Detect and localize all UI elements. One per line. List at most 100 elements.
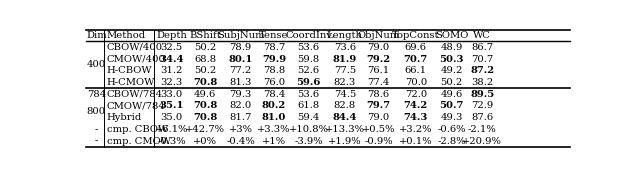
Text: 80.1: 80.1 bbox=[228, 55, 253, 64]
Text: 53.6: 53.6 bbox=[298, 43, 320, 52]
Text: 87.6: 87.6 bbox=[471, 113, 493, 122]
Text: 77.2: 77.2 bbox=[230, 66, 252, 75]
Text: 70.0: 70.0 bbox=[404, 78, 427, 87]
Text: +6.1%: +6.1% bbox=[155, 125, 189, 134]
Text: 86.7: 86.7 bbox=[471, 43, 493, 52]
Text: 50.2: 50.2 bbox=[194, 43, 216, 52]
Text: 38.2: 38.2 bbox=[471, 78, 493, 87]
Text: 33.0: 33.0 bbox=[161, 90, 183, 99]
Text: 78.8: 78.8 bbox=[263, 66, 285, 75]
Text: 76.0: 76.0 bbox=[263, 78, 285, 87]
Text: 81.7: 81.7 bbox=[230, 113, 252, 122]
Text: +0.5%: +0.5% bbox=[362, 125, 396, 134]
Text: -2.8%: -2.8% bbox=[437, 137, 466, 146]
Text: Dim: Dim bbox=[86, 31, 107, 40]
Text: +0.1%: +0.1% bbox=[399, 137, 433, 146]
Text: 35.0: 35.0 bbox=[161, 113, 183, 122]
Text: 69.6: 69.6 bbox=[404, 43, 427, 52]
Text: +0%: +0% bbox=[193, 137, 217, 146]
Text: 49.6: 49.6 bbox=[440, 90, 463, 99]
Text: 78.4: 78.4 bbox=[263, 90, 285, 99]
Text: +1%: +1% bbox=[262, 137, 286, 146]
Text: 79.7: 79.7 bbox=[367, 101, 390, 110]
Text: 81.3: 81.3 bbox=[230, 78, 252, 87]
Text: BShift: BShift bbox=[189, 31, 221, 40]
Text: SubjNum: SubjNum bbox=[217, 31, 264, 40]
Text: +3%: +3% bbox=[228, 125, 253, 134]
Text: -0.4%: -0.4% bbox=[227, 137, 255, 146]
Text: Method: Method bbox=[107, 31, 146, 40]
Text: 59.8: 59.8 bbox=[298, 55, 320, 64]
Text: 82.0: 82.0 bbox=[230, 101, 252, 110]
Text: 74.3: 74.3 bbox=[404, 113, 428, 122]
Text: 74.5: 74.5 bbox=[333, 90, 356, 99]
Text: 81.9: 81.9 bbox=[333, 55, 357, 64]
Text: 78.6: 78.6 bbox=[367, 90, 390, 99]
Text: 82.8: 82.8 bbox=[333, 101, 356, 110]
Text: 70.8: 70.8 bbox=[193, 113, 217, 122]
Text: 77.5: 77.5 bbox=[333, 66, 356, 75]
Text: 70.8: 70.8 bbox=[193, 78, 217, 87]
Text: cmp. CMOW: cmp. CMOW bbox=[107, 137, 171, 146]
Text: ObjNum: ObjNum bbox=[357, 31, 400, 40]
Text: +20.9%: +20.9% bbox=[462, 137, 502, 146]
Text: +10.8%: +10.8% bbox=[289, 125, 329, 134]
Text: cmp. CBOW: cmp. CBOW bbox=[107, 125, 168, 134]
Text: 77.4: 77.4 bbox=[367, 78, 390, 87]
Text: 84.4: 84.4 bbox=[333, 113, 357, 122]
Text: H-CBOW: H-CBOW bbox=[107, 66, 152, 75]
Text: 31.2: 31.2 bbox=[161, 66, 183, 75]
Text: 49.2: 49.2 bbox=[440, 66, 463, 75]
Text: 53.6: 53.6 bbox=[298, 90, 320, 99]
Text: Depth: Depth bbox=[156, 31, 187, 40]
Text: 70.7: 70.7 bbox=[404, 55, 428, 64]
Text: 82.3: 82.3 bbox=[333, 78, 356, 87]
Text: 66.1: 66.1 bbox=[404, 66, 427, 75]
Text: CMOW/784: CMOW/784 bbox=[107, 101, 166, 110]
Text: WC: WC bbox=[474, 31, 491, 40]
Text: 79.9: 79.9 bbox=[262, 55, 286, 64]
Text: 73.6: 73.6 bbox=[334, 43, 356, 52]
Text: SOMO: SOMO bbox=[435, 31, 468, 40]
Text: 76.1: 76.1 bbox=[367, 66, 390, 75]
Text: CoordInv: CoordInv bbox=[285, 31, 332, 40]
Text: -0.6%: -0.6% bbox=[437, 125, 466, 134]
Text: 74.2: 74.2 bbox=[404, 101, 428, 110]
Text: +42.7%: +42.7% bbox=[185, 125, 225, 134]
Text: 35.1: 35.1 bbox=[159, 101, 184, 110]
Text: 50.2: 50.2 bbox=[440, 78, 463, 87]
Text: 49.6: 49.6 bbox=[194, 90, 216, 99]
Text: 79.3: 79.3 bbox=[230, 90, 252, 99]
Text: 61.8: 61.8 bbox=[298, 101, 320, 110]
Text: H-CMOW: H-CMOW bbox=[107, 78, 155, 87]
Text: -0.9%: -0.9% bbox=[364, 137, 393, 146]
Text: 68.8: 68.8 bbox=[194, 55, 216, 64]
Text: -0.3%: -0.3% bbox=[157, 137, 186, 146]
Text: Tense: Tense bbox=[259, 31, 289, 40]
Text: 70.8: 70.8 bbox=[193, 101, 217, 110]
Text: 50.7: 50.7 bbox=[439, 101, 464, 110]
Text: 79.0: 79.0 bbox=[367, 43, 390, 52]
Text: TopConst: TopConst bbox=[392, 31, 440, 40]
Text: 800: 800 bbox=[87, 107, 106, 116]
Text: 72.0: 72.0 bbox=[404, 90, 427, 99]
Text: 72.9: 72.9 bbox=[471, 101, 493, 110]
Text: 50.2: 50.2 bbox=[194, 66, 216, 75]
Text: 78.9: 78.9 bbox=[230, 43, 252, 52]
Text: -3.9%: -3.9% bbox=[294, 137, 323, 146]
Text: 50.3: 50.3 bbox=[439, 55, 464, 64]
Text: Length: Length bbox=[327, 31, 363, 40]
Text: CBOW/784: CBOW/784 bbox=[107, 90, 163, 99]
Text: 89.5: 89.5 bbox=[470, 90, 494, 99]
Text: CBOW/400: CBOW/400 bbox=[107, 43, 163, 52]
Text: +3.3%: +3.3% bbox=[257, 125, 291, 134]
Text: 48.9: 48.9 bbox=[440, 43, 463, 52]
Text: +13.3%: +13.3% bbox=[325, 125, 365, 134]
Text: 49.3: 49.3 bbox=[440, 113, 463, 122]
Text: 70.7: 70.7 bbox=[471, 55, 493, 64]
Text: 79.2: 79.2 bbox=[367, 55, 390, 64]
Text: 400: 400 bbox=[87, 60, 106, 69]
Text: -2.1%: -2.1% bbox=[468, 125, 497, 134]
Text: 59.6: 59.6 bbox=[296, 78, 321, 87]
Text: 32.3: 32.3 bbox=[161, 78, 183, 87]
